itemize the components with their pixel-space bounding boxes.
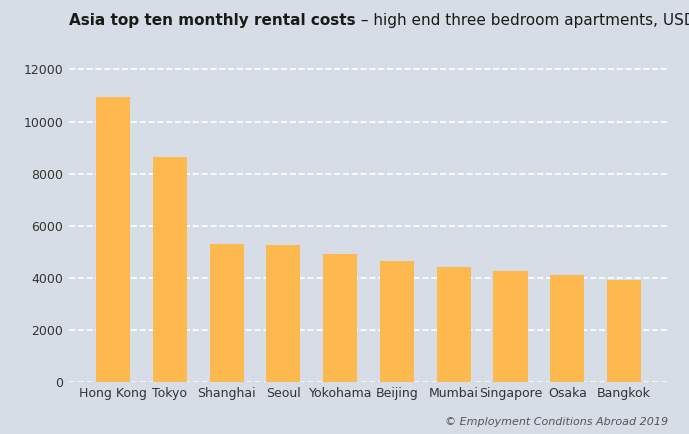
Text: – high end three bedroom apartments, USD: – high end three bedroom apartments, USD — [356, 13, 689, 28]
Bar — [153, 157, 187, 382]
Bar — [437, 267, 471, 382]
Text: © Employment Conditions Abroad 2019: © Employment Conditions Abroad 2019 — [445, 418, 668, 427]
Bar — [380, 261, 414, 382]
Bar — [493, 271, 528, 382]
Text: Asia top ten monthly rental costs: Asia top ten monthly rental costs — [69, 13, 356, 28]
Bar — [267, 245, 300, 382]
Bar — [607, 280, 641, 382]
Bar — [209, 244, 244, 382]
Bar — [551, 275, 584, 382]
Bar — [96, 97, 130, 382]
Bar — [323, 254, 358, 382]
